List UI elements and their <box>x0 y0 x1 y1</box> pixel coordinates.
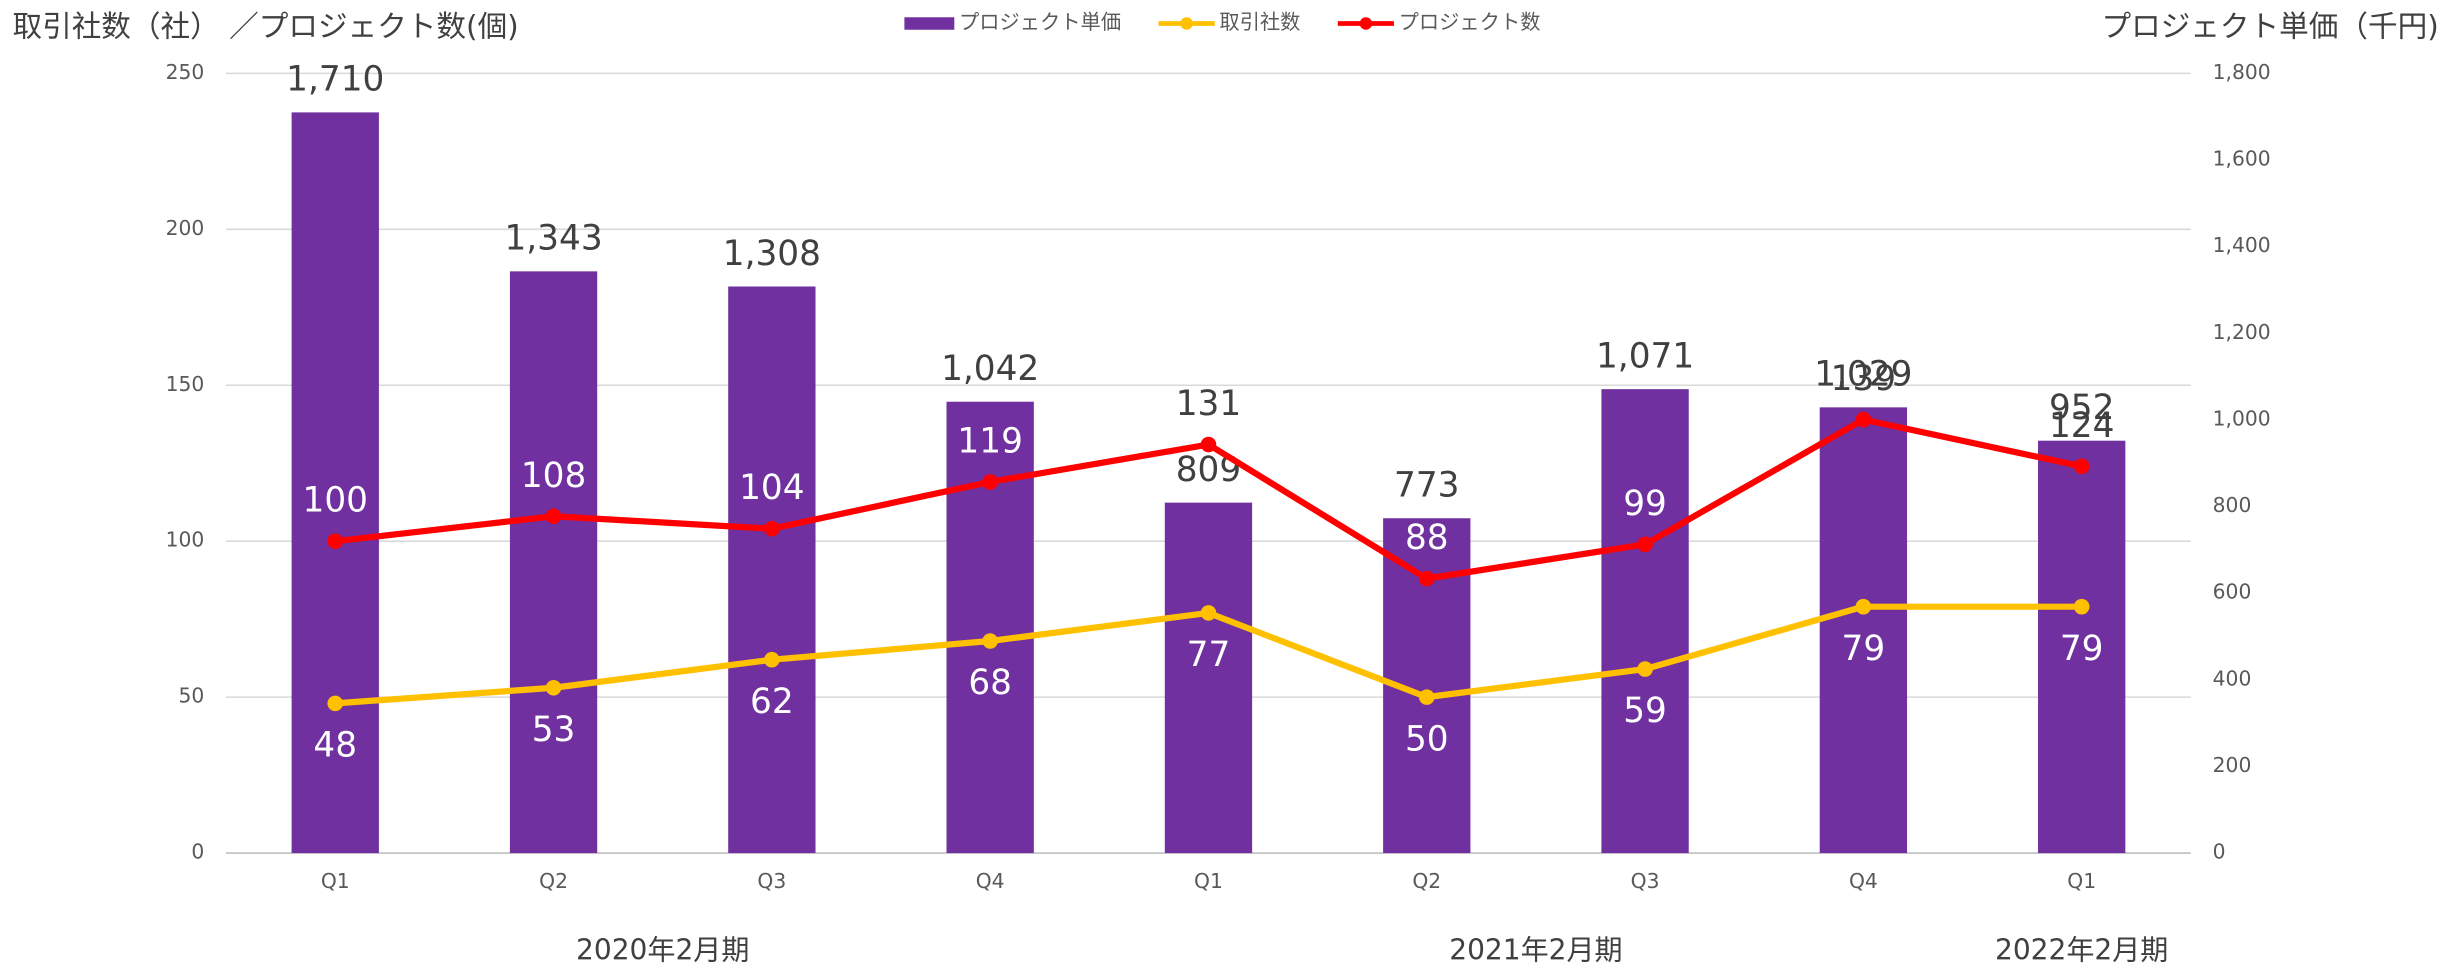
y-tick-label: 100 <box>166 528 205 552</box>
line-value-label: 104 <box>739 468 804 508</box>
bar-value-label: 1,343 <box>504 219 602 259</box>
line-value-label: 62 <box>750 682 794 722</box>
x-tick-label: Q3 <box>1631 869 1660 893</box>
x-tick-label: Q1 <box>2067 869 2096 893</box>
x-tick-label: Q2 <box>539 869 568 893</box>
y2-tick-label: 0 <box>2213 840 2226 864</box>
line-point <box>1200 605 1217 621</box>
y-tick-label: 150 <box>166 372 205 396</box>
bar <box>2038 440 2126 854</box>
line-value-label: 139 <box>1831 359 1896 399</box>
bar-value-label: 1,042 <box>941 349 1039 389</box>
line-value-label: 79 <box>2060 629 2104 669</box>
y2-axis-title: プロジェクト単価（千円) <box>2101 10 2438 44</box>
line-point <box>764 520 780 537</box>
y-tick-label: 0 <box>191 840 204 864</box>
line-value-label: 124 <box>2049 406 2114 446</box>
line-value-label: 131 <box>1176 384 1241 424</box>
x-tick-label: Q1 <box>1194 869 1223 893</box>
line-value-label: 108 <box>521 456 586 496</box>
bar-value-label: 1,308 <box>723 234 821 274</box>
bar-value-label: 773 <box>1394 466 1459 506</box>
x-tick-label: Q3 <box>757 869 786 893</box>
y2-tick-label: 1,200 <box>2213 320 2271 344</box>
line-point <box>545 679 562 696</box>
x-tick-label: Q2 <box>1412 869 1441 893</box>
line-value-label: 68 <box>968 663 1012 703</box>
line-value-label: 53 <box>532 710 576 750</box>
x-tick-label: Q4 <box>976 869 1005 893</box>
y2-tick-label: 200 <box>2213 753 2252 777</box>
y2-tick-label: 1,000 <box>2213 406 2271 430</box>
y-tick-label: 50 <box>178 684 204 708</box>
y-axis-title: 取引社数（社） ／プロジェクト数(個) <box>12 10 518 44</box>
y2-tick-label: 600 <box>2213 580 2252 604</box>
x-tick-label: Q1 <box>321 869 350 893</box>
line-point <box>1855 598 1872 615</box>
line-point <box>1637 536 1653 553</box>
y2-tick-label: 1,800 <box>2213 60 2271 84</box>
line-value-label: 79 <box>1842 629 1886 669</box>
x-tick-label: Q4 <box>1849 869 1878 893</box>
legend-swatch <box>1180 17 1193 30</box>
group-label: 2022年2月期 <box>1995 933 2168 966</box>
legend-label: 取引社数 <box>1219 10 1300 34</box>
y2-tick-label: 800 <box>2213 493 2252 517</box>
bar <box>728 286 816 854</box>
y2-tick-label: 1,400 <box>2213 233 2271 257</box>
line-point <box>327 695 344 712</box>
line-value-label: 119 <box>957 421 1022 461</box>
line-value-label: 77 <box>1187 635 1231 675</box>
bar <box>1164 502 1253 854</box>
line-point <box>1418 689 1435 705</box>
bar-value-label: 1,710 <box>286 60 384 100</box>
line-point <box>1855 411 1872 428</box>
line-value-label: 99 <box>1623 484 1667 524</box>
bar <box>509 271 598 854</box>
line-point <box>1200 436 1217 453</box>
line-value-label: 59 <box>1623 691 1667 731</box>
bar-value-label: 1,029 <box>1814 355 1912 395</box>
bar <box>291 112 379 854</box>
y2-tick-label: 1,600 <box>2213 147 2271 171</box>
bar-value-label: 952 <box>2049 388 2114 428</box>
legend-swatch <box>904 17 955 30</box>
group-label: 2020年2月期 <box>576 933 749 966</box>
line-point <box>1418 570 1435 587</box>
line-value-label: 88 <box>1405 518 1449 558</box>
y2-tick-label: 400 <box>2213 666 2252 690</box>
line-point <box>982 633 998 649</box>
line-point <box>2073 598 2090 615</box>
line-point <box>2073 458 2090 475</box>
line-value-label: 50 <box>1405 719 1449 759</box>
line-value-label: 100 <box>303 481 368 521</box>
bar <box>1819 407 1908 854</box>
group-label: 2021年2月期 <box>1449 933 1622 966</box>
bar <box>1601 389 1689 854</box>
line-point <box>1637 661 1653 677</box>
line-point <box>545 508 562 525</box>
legend-label: プロジェクト数 <box>1399 10 1541 34</box>
legend-swatch <box>1359 17 1373 30</box>
legend-label: プロジェクト単価 <box>959 10 1121 34</box>
line-point <box>327 533 344 549</box>
bar <box>946 401 1034 854</box>
line-value-label: 48 <box>313 726 357 766</box>
line-point <box>982 474 998 490</box>
y-tick-label: 200 <box>166 216 205 240</box>
line-point <box>764 651 780 668</box>
y-tick-label: 250 <box>166 60 205 84</box>
bar-value-label: 1,071 <box>1596 336 1694 376</box>
